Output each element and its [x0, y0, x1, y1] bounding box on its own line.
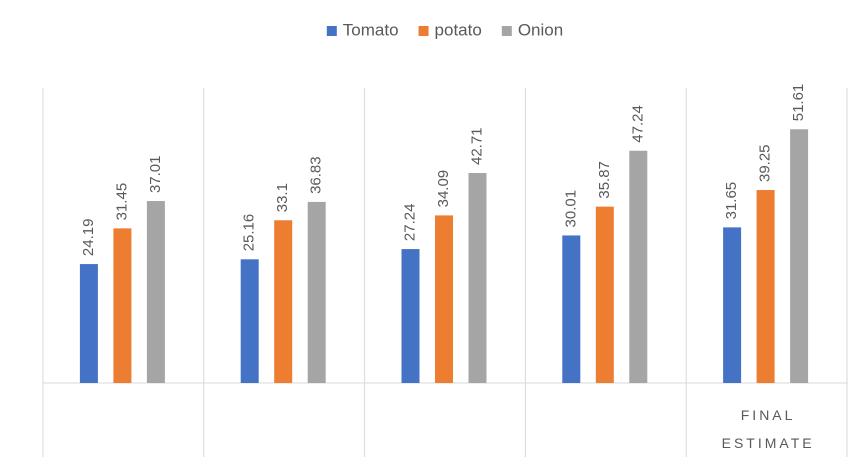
data-label: 25.16	[241, 214, 258, 252]
data-label: 37.01	[147, 155, 164, 193]
legend-label: Onion	[518, 20, 563, 39]
data-label: 34.09	[435, 170, 452, 208]
data-label: 24.19	[80, 219, 97, 257]
bar	[79, 264, 98, 383]
legend-swatch	[501, 26, 512, 36]
x-tick-label: FINAL ESTIMATE	[721, 407, 815, 451]
bar	[435, 215, 453, 383]
bar	[274, 220, 293, 383]
bar	[562, 235, 581, 383]
data-label: 51.61	[790, 84, 807, 122]
bar	[401, 249, 420, 383]
legend-swatch	[326, 26, 337, 36]
data-label: 30.01	[562, 190, 579, 228]
bar	[146, 201, 165, 383]
data-label: 39.25	[757, 144, 774, 182]
data-label: 31.65	[723, 182, 740, 220]
data-label: 33.1	[274, 183, 291, 212]
data-label: 31.45	[113, 183, 130, 221]
bar	[240, 259, 259, 383]
bar	[468, 173, 487, 383]
data-label: 36.83	[308, 156, 325, 194]
data-label: 47.24	[629, 105, 646, 143]
bar	[790, 129, 809, 383]
legend-label: Tomato	[343, 20, 399, 39]
bar	[756, 190, 775, 383]
data-label: 35.87	[596, 161, 613, 199]
bar	[723, 227, 742, 383]
data-label: 42.71	[468, 127, 485, 165]
legend-swatch	[418, 26, 429, 36]
data-label: 27.24	[401, 204, 418, 242]
bar	[629, 150, 648, 383]
bar	[595, 206, 614, 383]
bar	[307, 201, 326, 383]
legend-label: potato	[435, 20, 482, 39]
bar	[113, 228, 132, 383]
